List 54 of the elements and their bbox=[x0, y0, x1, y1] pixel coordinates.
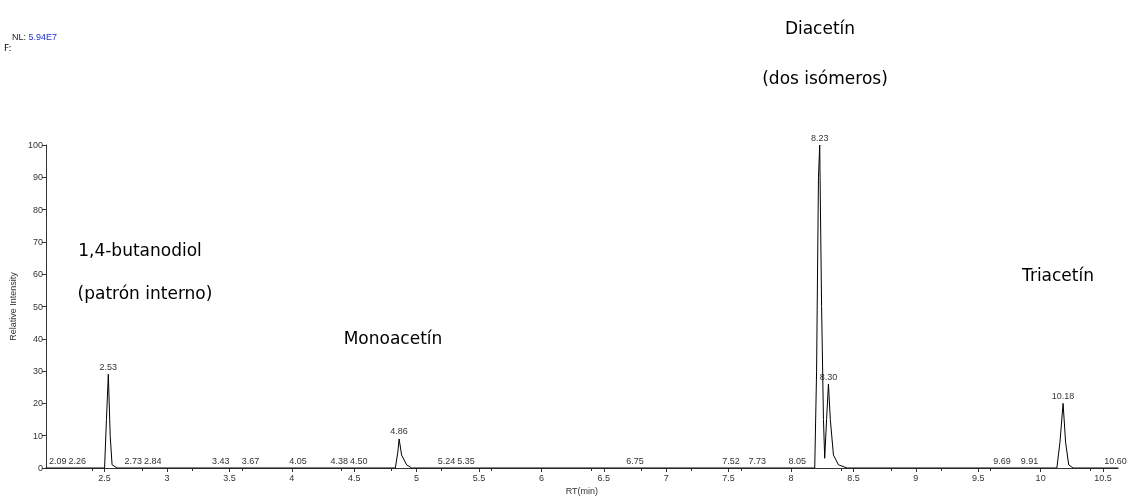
annotation: 2.73 bbox=[124, 455, 143, 466]
annotation: 9.91 bbox=[1020, 455, 1039, 466]
annotation: 10.60 bbox=[1104, 455, 1127, 466]
x-tick-label: 7 bbox=[663, 472, 669, 483]
y-axis-title: Relative Intensity bbox=[7, 271, 18, 341]
x-tick-label: 10.5 bbox=[1094, 472, 1112, 483]
x-tick-label: 5 bbox=[414, 472, 420, 483]
annotation: Monoacetín bbox=[343, 328, 443, 348]
y-tick-label: 80 bbox=[32, 204, 43, 215]
x-tick-label: 10 bbox=[1035, 472, 1046, 483]
annotation: 10.18 bbox=[1051, 390, 1075, 401]
y-tick-label: 60 bbox=[32, 269, 43, 280]
annotation: 9.69 bbox=[993, 455, 1011, 466]
annotation: 6.75 bbox=[626, 455, 644, 466]
annotation: 7.52 bbox=[722, 455, 740, 466]
x-tick-label: 8 bbox=[788, 472, 794, 483]
text: NL: 5.94E7 bbox=[12, 32, 58, 42]
annotation: 1,4-butanodiol bbox=[78, 240, 202, 260]
annotation: 4.38 bbox=[330, 455, 348, 466]
annotation: (patrón interno) bbox=[77, 283, 213, 303]
x-tick-label: 4.5 bbox=[347, 472, 361, 483]
y-tick-label: 30 bbox=[32, 366, 43, 377]
text: Diacetín bbox=[784, 18, 856, 38]
y-tick-label: 100 bbox=[27, 140, 43, 150]
annotation: 2.53 bbox=[99, 361, 118, 372]
annotation: 7.73 bbox=[748, 455, 767, 466]
x-tick-label: 3.5 bbox=[223, 472, 236, 483]
annotation: 8.05 bbox=[788, 455, 807, 466]
annotation: Triacetín bbox=[1021, 265, 1094, 285]
x-tick-label: 6 bbox=[538, 472, 544, 483]
x-tick-label: 8.5 bbox=[847, 472, 860, 483]
text: F: bbox=[4, 43, 12, 53]
x-tick-label: 9 bbox=[913, 472, 919, 483]
annotation: 2.84 bbox=[144, 455, 162, 466]
annotation: 3.67 bbox=[241, 455, 260, 466]
x-tick-label: 4 bbox=[289, 472, 295, 483]
annotation: 5.35 bbox=[457, 455, 475, 466]
x-tick-label: 3 bbox=[164, 472, 170, 483]
x-tick-label: 6.5 bbox=[597, 472, 611, 483]
text: (dos isómeros) bbox=[762, 68, 888, 88]
annotation: 2.09 bbox=[48, 455, 67, 466]
x-tick-label: 2.5 bbox=[98, 472, 111, 483]
annotation: 5.24 bbox=[437, 455, 456, 466]
annotation: 8.23 bbox=[810, 132, 829, 143]
annotation: 4.86 bbox=[390, 426, 408, 437]
x-tick-label: 9.5 bbox=[971, 472, 985, 483]
annotation: 4.50 bbox=[349, 455, 368, 466]
x-tick-label: 5.5 bbox=[472, 472, 486, 483]
x-tick-label: 7.5 bbox=[722, 472, 735, 483]
annotation: 2.26 bbox=[68, 455, 86, 466]
annotation: 3.43 bbox=[211, 455, 230, 466]
annotation: 4.05 bbox=[289, 455, 307, 466]
y-tick-label: 90 bbox=[32, 172, 43, 183]
x-axis-title: RT(min) bbox=[565, 486, 599, 497]
